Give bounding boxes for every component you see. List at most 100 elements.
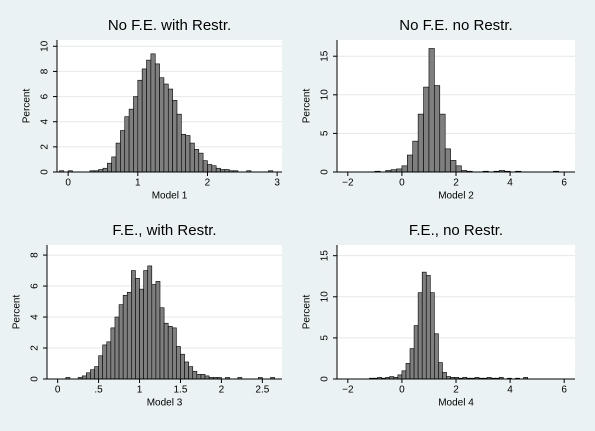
- bar: [409, 348, 415, 380]
- bar: [147, 265, 153, 380]
- bar: [135, 278, 140, 380]
- y-tick-label: 8: [40, 68, 51, 74]
- bar: [450, 160, 457, 173]
- bar: [143, 270, 149, 380]
- bar: [171, 327, 177, 380]
- y-tick-label: 0: [320, 376, 331, 382]
- bar: [455, 165, 462, 173]
- bar: [120, 130, 126, 173]
- bar: [126, 291, 132, 380]
- bar: [421, 271, 427, 380]
- bar: [90, 369, 95, 380]
- bar: [407, 154, 414, 173]
- bar: [200, 374, 206, 380]
- bar: [401, 370, 407, 380]
- bar: [102, 167, 108, 173]
- bar: [155, 281, 161, 380]
- bar: [184, 361, 189, 380]
- x-tick-label: 2: [219, 385, 225, 396]
- bar: [423, 86, 430, 173]
- bar: [442, 372, 447, 380]
- bar: [185, 135, 191, 173]
- bar: [181, 133, 186, 173]
- bar: [94, 366, 99, 380]
- x-tick-label: 1.5: [174, 385, 188, 396]
- bar: [444, 148, 451, 173]
- bar: [172, 100, 178, 173]
- x-tick-label: 0: [55, 385, 61, 396]
- x-tick-label: −2: [342, 385, 354, 396]
- bar: [192, 370, 198, 380]
- y-tick-label: 10: [320, 89, 331, 101]
- y-tick-label: 0: [320, 169, 331, 175]
- x-tick-label: .5: [94, 385, 103, 396]
- bar: [131, 270, 136, 380]
- bar: [167, 88, 173, 173]
- bar: [176, 113, 182, 173]
- bar: [118, 304, 124, 380]
- y-tick-label: 2: [40, 144, 51, 150]
- x-tick-label: 3: [274, 178, 280, 189]
- x-tick-label: 4: [507, 178, 513, 189]
- y-tick-label: 10: [40, 40, 51, 52]
- bar: [154, 63, 160, 173]
- x-tick-label: 2: [205, 178, 211, 189]
- x-tick-label: 6: [561, 385, 567, 396]
- panel-title: No F.E. with Restr.: [108, 17, 231, 34]
- y-axis-label: Percent: [302, 295, 313, 330]
- x-tick-label: 4: [507, 385, 513, 396]
- bar: [167, 326, 173, 380]
- y-tick-label: 4: [30, 314, 41, 320]
- panel: F.E., no Restr. Model 4 Percent 0 5 10 15 −2 0 2 4…: [302, 222, 575, 409]
- bar: [405, 363, 411, 380]
- bar: [417, 113, 424, 173]
- y-tick-label: 10: [320, 291, 331, 303]
- bar: [110, 327, 116, 380]
- x-axis-label: Model 1: [152, 191, 188, 202]
- bar: [425, 275, 431, 380]
- bar: [114, 316, 120, 380]
- bar: [434, 85, 441, 173]
- bar: [397, 374, 403, 380]
- y-tick-label: 15: [320, 50, 331, 62]
- y-tick-label: 5: [320, 130, 331, 136]
- y-tick-label: 4: [40, 118, 51, 124]
- y-tick-label: 0: [30, 376, 41, 382]
- bar: [438, 362, 443, 380]
- x-tick-label: 6: [561, 178, 567, 189]
- y-axis-label: Percent: [302, 89, 313, 124]
- bar: [188, 366, 194, 380]
- bar: [198, 152, 204, 173]
- bar: [141, 68, 147, 173]
- bar: [163, 83, 169, 173]
- bar: [428, 48, 435, 173]
- bar: [107, 162, 112, 173]
- bar: [146, 59, 152, 173]
- bar: [189, 142, 195, 173]
- bar: [194, 149, 200, 173]
- bar: [215, 167, 221, 173]
- y-tick-label: 2: [30, 345, 41, 351]
- bar: [163, 322, 169, 380]
- bar: [401, 165, 408, 173]
- bar: [115, 142, 121, 173]
- panel-title: F.E., no Restr.: [409, 222, 503, 239]
- bar: [151, 284, 157, 380]
- x-axis-label: Model 3: [147, 398, 183, 409]
- bar: [211, 165, 217, 173]
- bar: [139, 288, 144, 380]
- bar: [159, 77, 165, 173]
- plot-area: [337, 245, 575, 379]
- plot-area: [337, 40, 575, 172]
- bar: [86, 372, 91, 380]
- x-tick-label: 1: [137, 385, 143, 396]
- bar: [413, 325, 419, 380]
- bar: [128, 108, 134, 173]
- x-axis-label: Model 4: [438, 398, 474, 409]
- x-tick-label: 2.5: [255, 385, 269, 396]
- bar: [111, 156, 117, 173]
- panel: F.E., with Restr. Model 3 Percent 0 2 4 6 8 0 .5 1…: [12, 222, 282, 409]
- x-tick-label: 0: [399, 178, 405, 189]
- bar: [133, 96, 139, 173]
